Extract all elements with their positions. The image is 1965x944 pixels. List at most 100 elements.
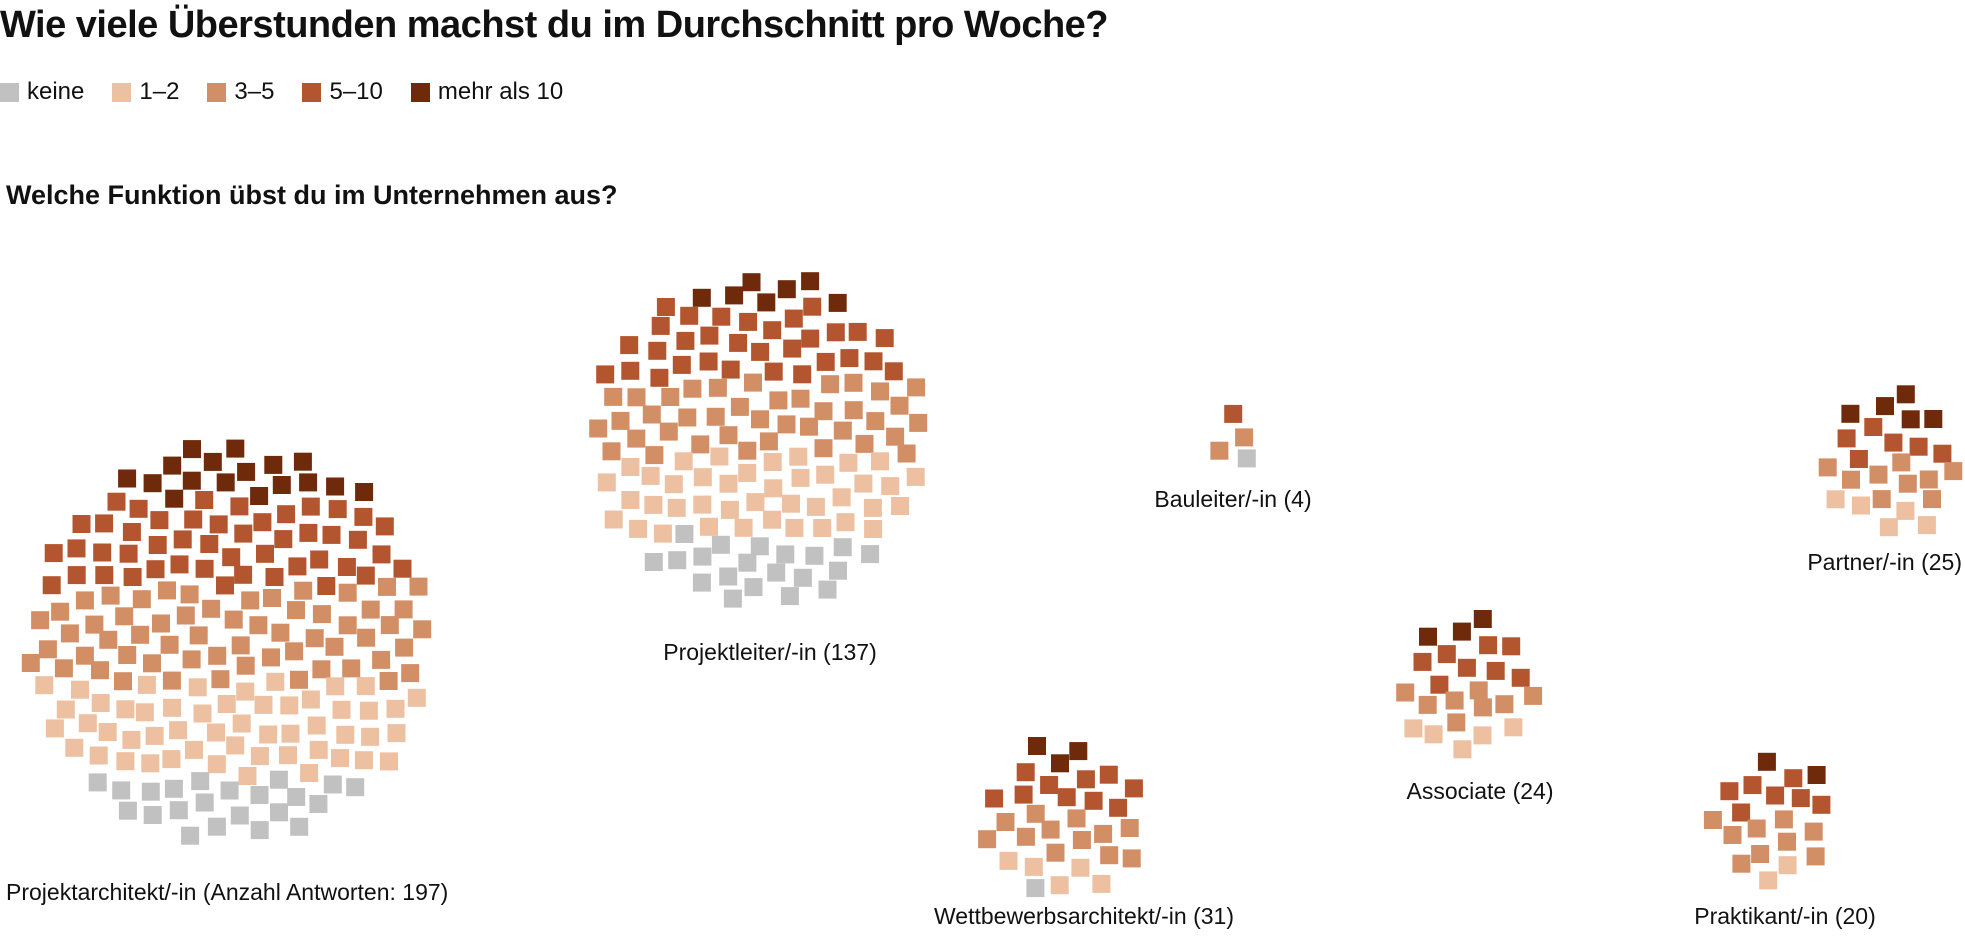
- unit-square: [730, 397, 749, 416]
- unit-square: [777, 280, 796, 299]
- cluster-group: Projektleiter/-in (137): [589, 272, 928, 665]
- unit-square: [751, 342, 770, 361]
- unit-square: [356, 677, 375, 696]
- unit-square: [60, 624, 79, 643]
- unit-square: [299, 473, 318, 492]
- unit-square: [693, 495, 712, 514]
- unit-square: [146, 560, 165, 579]
- unit-square: [1424, 725, 1443, 744]
- cluster-group: Projektarchitekt/-in (Anzahl Antworten: …: [6, 439, 448, 905]
- unit-square: [985, 789, 1004, 808]
- unit-square: [1469, 681, 1488, 700]
- unit-square: [290, 817, 309, 836]
- unit-square: [734, 518, 753, 537]
- unit-square: [597, 473, 616, 492]
- unit-square: [236, 656, 255, 675]
- unit-square: [789, 447, 808, 466]
- unit-square: [317, 577, 336, 595]
- unit-square: [708, 378, 727, 397]
- unit-square: [93, 543, 112, 562]
- unit-square: [881, 477, 900, 496]
- unit-square: [978, 830, 997, 849]
- legend: keine 1–2 3–5 5–10 mehr als 10: [0, 78, 591, 106]
- unit-square: [801, 272, 820, 291]
- unit-square: [216, 576, 234, 595]
- unit-square: [287, 788, 306, 806]
- unit-square: [307, 716, 326, 735]
- unit-square: [299, 523, 318, 542]
- unit-square: [693, 468, 712, 487]
- unit-square: [309, 795, 328, 813]
- legend-item-5-10: 5–10: [302, 78, 383, 106]
- unit-square: [864, 352, 883, 371]
- unit-square: [897, 444, 916, 463]
- unit-square: [234, 524, 253, 543]
- unit-square: [763, 453, 782, 471]
- unit-square: [135, 703, 154, 722]
- legend-item-1-2: 1–2: [112, 78, 179, 106]
- unit-square: [226, 736, 245, 755]
- unit-square: [738, 553, 757, 572]
- unit-square: [909, 413, 928, 432]
- unit-square: [621, 361, 640, 380]
- unit-square: [1919, 470, 1938, 489]
- unit-square: [42, 576, 61, 595]
- unit-square: [129, 499, 148, 518]
- unit-square: [220, 781, 239, 800]
- unit-square: [44, 544, 63, 563]
- unit-square: [803, 297, 822, 316]
- unit-square: [644, 553, 663, 571]
- unit-square: [832, 488, 851, 507]
- unit-square: [1896, 385, 1915, 404]
- unit-square: [744, 373, 762, 392]
- unit-square: [266, 672, 285, 691]
- legend-item-mehr-als-10: mehr als 10: [410, 78, 563, 106]
- unit-square: [829, 561, 847, 580]
- unit-square: [907, 378, 926, 397]
- unit-square: [354, 751, 373, 770]
- unit-square: [31, 611, 50, 630]
- unit-square: [691, 435, 710, 454]
- unit-square: [1040, 776, 1059, 794]
- unit-square: [354, 507, 373, 526]
- unit-square: [356, 566, 375, 585]
- unit-square: [1732, 854, 1751, 873]
- legend-swatch-mehr-als-10: [410, 82, 430, 102]
- unit-square: [1014, 785, 1033, 804]
- unit-square: [996, 813, 1015, 831]
- unit-square: [202, 599, 221, 618]
- unit-square: [1452, 622, 1471, 641]
- unit-square: [91, 694, 110, 712]
- unit-square: [193, 704, 212, 723]
- unit-square: [1072, 831, 1091, 849]
- unit-square: [1812, 795, 1831, 814]
- unit-square: [667, 498, 686, 517]
- unit-square: [122, 523, 141, 541]
- unit-square: [230, 497, 249, 516]
- unit-square: [271, 623, 290, 642]
- unit-square: [185, 740, 203, 759]
- unit-square: [1917, 516, 1936, 535]
- unit-square: [844, 401, 863, 420]
- unit-square: [1747, 819, 1766, 838]
- unit-square: [301, 497, 320, 516]
- unit-square: [769, 391, 788, 410]
- unit-square: [833, 421, 852, 440]
- unit-square: [1778, 856, 1797, 875]
- unit-square: [672, 355, 691, 374]
- unit-square: [280, 696, 299, 715]
- unit-square: [751, 410, 769, 429]
- unit-square: [826, 323, 845, 342]
- unit-square: [272, 476, 291, 494]
- unit-square: [891, 497, 910, 515]
- unit-square: [21, 654, 40, 672]
- unit-square: [118, 469, 137, 488]
- unit-square: [1396, 683, 1415, 702]
- unit-square: [250, 747, 269, 766]
- unit-square: [361, 727, 380, 746]
- unit-square: [1026, 879, 1045, 898]
- unit-square: [651, 316, 670, 335]
- unit-square: [854, 474, 873, 493]
- unit-square: [739, 312, 758, 331]
- unit-square: [45, 719, 64, 738]
